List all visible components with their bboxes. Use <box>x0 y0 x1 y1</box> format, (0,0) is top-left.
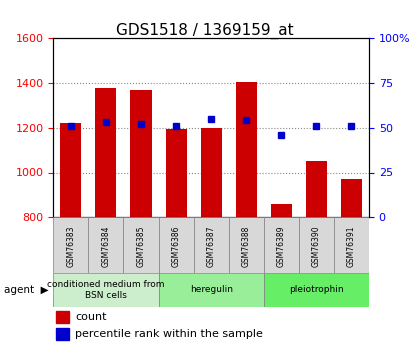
Text: agent  ▶: agent ▶ <box>4 285 49 295</box>
FancyBboxPatch shape <box>193 217 228 273</box>
Text: heregulin: heregulin <box>189 285 232 294</box>
Bar <box>130 89 151 217</box>
Text: GSM76391: GSM76391 <box>346 226 355 267</box>
Bar <box>305 161 326 217</box>
Text: count: count <box>75 312 107 322</box>
FancyBboxPatch shape <box>53 217 88 273</box>
FancyBboxPatch shape <box>228 217 263 273</box>
Text: GDS1518 / 1369159_at: GDS1518 / 1369159_at <box>116 22 293 39</box>
FancyBboxPatch shape <box>53 273 158 307</box>
Text: conditioned medium from
BSN cells: conditioned medium from BSN cells <box>47 280 164 299</box>
Text: percentile rank within the sample: percentile rank within the sample <box>75 329 263 339</box>
Bar <box>60 123 81 217</box>
Bar <box>56 328 69 340</box>
Text: GSM76389: GSM76389 <box>276 226 285 267</box>
Bar <box>56 310 69 323</box>
Bar <box>200 128 221 217</box>
Bar <box>235 82 256 217</box>
Text: GSM76385: GSM76385 <box>136 226 145 267</box>
FancyBboxPatch shape <box>298 217 333 273</box>
Text: GSM76388: GSM76388 <box>241 226 250 267</box>
FancyBboxPatch shape <box>88 217 123 273</box>
FancyBboxPatch shape <box>333 217 368 273</box>
Bar <box>270 204 291 217</box>
FancyBboxPatch shape <box>158 217 193 273</box>
Text: GSM76386: GSM76386 <box>171 226 180 267</box>
Text: GSM76384: GSM76384 <box>101 226 110 267</box>
Bar <box>165 129 186 217</box>
Bar <box>340 179 361 217</box>
FancyBboxPatch shape <box>263 217 298 273</box>
Text: GSM76383: GSM76383 <box>66 226 75 267</box>
Text: pleiotrophin: pleiotrophin <box>288 285 343 294</box>
Bar <box>95 88 116 217</box>
Text: GSM76390: GSM76390 <box>311 226 320 267</box>
FancyBboxPatch shape <box>123 217 158 273</box>
FancyBboxPatch shape <box>158 273 263 307</box>
Text: GSM76387: GSM76387 <box>206 226 215 267</box>
FancyBboxPatch shape <box>263 273 368 307</box>
